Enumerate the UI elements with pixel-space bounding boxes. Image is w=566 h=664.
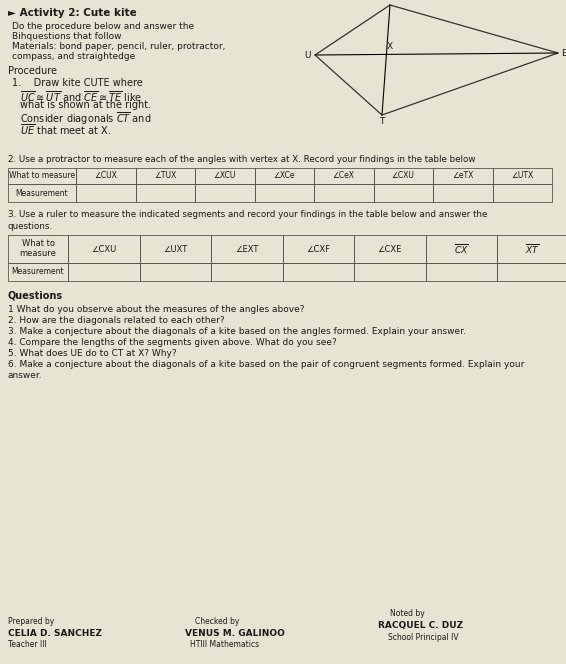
- Bar: [68, 263, 139, 281]
- Text: $\overline{XT}$: $\overline{XT}$: [525, 242, 540, 256]
- Text: Materials: bond paper, pencil, ruler, protractor,: Materials: bond paper, pencil, ruler, pr…: [12, 42, 225, 51]
- Bar: [135, 184, 195, 202]
- Text: ∠EXT: ∠EXT: [235, 244, 259, 254]
- Text: T: T: [379, 117, 385, 126]
- Bar: [354, 235, 426, 263]
- Bar: [76, 184, 135, 202]
- Text: E: E: [561, 48, 566, 58]
- Text: ∠CXF: ∠CXF: [306, 244, 330, 254]
- Text: U: U: [305, 50, 311, 60]
- Text: $\overline{UC} \cong \overline{UT}$ and $\overline{CE} \cong \overline{TE}$ like: $\overline{UC} \cong \overline{UT}$ and …: [20, 89, 142, 104]
- Text: HTIII Mathematics: HTIII Mathematics: [190, 640, 259, 649]
- Bar: [314, 184, 374, 202]
- Text: Checked by: Checked by: [195, 617, 239, 626]
- Text: RACQUEL C. DUZ: RACQUEL C. DUZ: [378, 621, 463, 630]
- Text: Teacher III: Teacher III: [8, 640, 47, 649]
- Text: ∠CXU: ∠CXU: [392, 171, 415, 181]
- Bar: [76, 168, 135, 184]
- Text: compass, and straightedge: compass, and straightedge: [12, 52, 135, 61]
- Text: 2. How are the diagonals related to each other?: 2. How are the diagonals related to each…: [8, 316, 225, 325]
- Text: Bihquestions that follow: Bihquestions that follow: [12, 32, 122, 41]
- Text: ∠CXU: ∠CXU: [91, 244, 117, 254]
- Text: $\overline{UE}$ that meet at X.: $\overline{UE}$ that meet at X.: [20, 122, 112, 137]
- Text: Measurement: Measurement: [12, 268, 65, 276]
- Bar: [497, 263, 566, 281]
- Bar: [374, 184, 433, 202]
- Text: ► Activity 2: Cute kite: ► Activity 2: Cute kite: [8, 8, 137, 18]
- Text: questions.: questions.: [8, 222, 53, 231]
- Text: School Principal IV: School Principal IV: [388, 633, 458, 642]
- Text: ∠eTX: ∠eTX: [452, 171, 473, 181]
- Bar: [135, 168, 195, 184]
- Text: CELIA D. SANCHEZ: CELIA D. SANCHEZ: [8, 629, 102, 638]
- Text: Measurement: Measurement: [16, 189, 68, 197]
- Text: $\overline{CX}$: $\overline{CX}$: [454, 242, 469, 256]
- Text: ∠UTX: ∠UTX: [511, 171, 533, 181]
- Bar: [8, 263, 68, 281]
- Text: Procedure: Procedure: [8, 66, 57, 76]
- Text: ∠UXT: ∠UXT: [163, 244, 187, 254]
- Bar: [195, 168, 255, 184]
- Text: ∠CUX: ∠CUX: [95, 171, 117, 181]
- Text: what is shown at the right.: what is shown at the right.: [20, 100, 151, 110]
- Bar: [211, 235, 282, 263]
- Text: X: X: [387, 42, 393, 51]
- Text: 1.    Draw kite CUTE where: 1. Draw kite CUTE where: [12, 78, 143, 88]
- Text: Questions: Questions: [8, 291, 63, 301]
- Text: ∠XCe: ∠XCe: [273, 171, 295, 181]
- Text: 4. Compare the lengths of the segments given above. What do you see?: 4. Compare the lengths of the segments g…: [8, 338, 337, 347]
- Text: answer.: answer.: [8, 371, 42, 380]
- Bar: [282, 263, 354, 281]
- Bar: [426, 263, 497, 281]
- Bar: [8, 235, 68, 263]
- Text: 1 What do you observe about the measures of the angles above?: 1 What do you observe about the measures…: [8, 305, 305, 314]
- Bar: [314, 168, 374, 184]
- Text: ∠TUX: ∠TUX: [154, 171, 177, 181]
- Text: ∠CeX: ∠CeX: [333, 171, 355, 181]
- Text: 2. Use a protractor to measure each of the angles with vertex at X. Record your : 2. Use a protractor to measure each of t…: [8, 155, 475, 164]
- Text: ∠XCU: ∠XCU: [213, 171, 236, 181]
- Text: 5. What does UE do to CT at X? Why?: 5. What does UE do to CT at X? Why?: [8, 349, 177, 358]
- Text: Prepared by: Prepared by: [8, 617, 54, 626]
- Bar: [282, 235, 354, 263]
- Text: What to measure: What to measure: [9, 171, 75, 181]
- Text: Consider diagonals $\overline{CT}$ and: Consider diagonals $\overline{CT}$ and: [20, 111, 152, 127]
- Bar: [255, 184, 314, 202]
- Text: 3. Make a conjecture about the diagonals of a kite based on the angles formed. E: 3. Make a conjecture about the diagonals…: [8, 327, 466, 336]
- Bar: [211, 263, 282, 281]
- Text: What to: What to: [22, 240, 54, 248]
- Text: 6. Make a conjecture about the diagonals of a kite based on the pair of congruen: 6. Make a conjecture about the diagonals…: [8, 360, 524, 369]
- Bar: [139, 235, 211, 263]
- Bar: [497, 235, 566, 263]
- Text: Noted by: Noted by: [390, 609, 424, 618]
- Bar: [492, 168, 552, 184]
- Bar: [433, 184, 492, 202]
- Text: ∠CXE: ∠CXE: [378, 244, 402, 254]
- Bar: [139, 263, 211, 281]
- Bar: [8, 168, 76, 184]
- Text: measure: measure: [20, 250, 57, 258]
- Text: C: C: [387, 0, 393, 2]
- Text: Do the procedure below and answer the: Do the procedure below and answer the: [12, 22, 194, 31]
- Bar: [492, 184, 552, 202]
- Text: VENUS M. GALINOO: VENUS M. GALINOO: [185, 629, 285, 638]
- Bar: [374, 168, 433, 184]
- Text: 3. Use a ruler to measure the indicated segments and record your findings in the: 3. Use a ruler to measure the indicated …: [8, 210, 487, 219]
- Bar: [426, 235, 497, 263]
- Bar: [195, 184, 255, 202]
- Bar: [255, 168, 314, 184]
- Bar: [433, 168, 492, 184]
- Bar: [8, 184, 76, 202]
- Bar: [354, 263, 426, 281]
- Bar: [68, 235, 139, 263]
